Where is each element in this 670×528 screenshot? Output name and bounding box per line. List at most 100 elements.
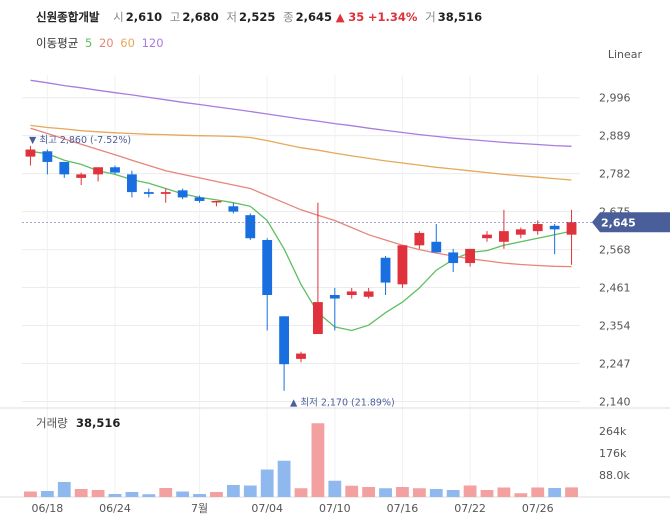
- candle-body: [42, 151, 53, 162]
- candle: [211, 200, 222, 207]
- candle: [228, 202, 239, 214]
- volume-bar: [446, 490, 460, 497]
- ma-60-line: [30, 124, 572, 181]
- x-tick-label: 7월: [191, 502, 208, 515]
- volume-bar: [429, 489, 443, 497]
- candle-body: [397, 245, 408, 285]
- candle: [532, 220, 543, 235]
- candle: [177, 188, 188, 200]
- candle: [127, 170, 137, 198]
- volume-bar: [531, 487, 545, 497]
- candle: [143, 188, 154, 198]
- ma-20[interactable]: 20: [98, 36, 114, 50]
- ma-20-line: [30, 127, 572, 268]
- candle: [363, 287, 374, 299]
- candle: [515, 227, 526, 239]
- candle: [160, 188, 171, 203]
- candle-body: [76, 174, 87, 178]
- volume-bar: [226, 485, 240, 497]
- volume-bar: [294, 488, 308, 497]
- scale-toggle-button[interactable]: Linear: [607, 48, 642, 61]
- ma-60[interactable]: 60: [120, 36, 135, 50]
- price-tick-label: 2,782: [599, 168, 631, 181]
- candle: [76, 172, 87, 185]
- close-value: 2,645: [295, 10, 333, 24]
- low-annotation: ▲ 최저 2,170 (21.89%): [290, 397, 395, 408]
- price-tick-label: 2,568: [599, 244, 631, 257]
- volume-tick-label: 264k: [599, 425, 627, 438]
- candle-body: [329, 295, 340, 299]
- candle-body: [465, 248, 475, 264]
- stock-header: 신원종합개발 시 2,610 고 2,680 저 2,525 종 2,645 ▲ 35 …: [36, 9, 482, 25]
- volume-bar: [243, 485, 257, 497]
- candle: [329, 287, 340, 331]
- volume-bar: [565, 487, 578, 497]
- volume-bar: [74, 489, 88, 497]
- volume-panel-label: 거래량: [36, 416, 68, 430]
- volume-tick-label: 176k: [599, 447, 627, 460]
- candle-body: [380, 257, 391, 283]
- price-tick-label: 2,889: [599, 130, 631, 143]
- stock-name: 신원종합개발: [36, 10, 100, 24]
- high-value: 2,680: [182, 10, 219, 24]
- volume-panel-value: 38,516: [76, 416, 120, 430]
- candle: [465, 248, 475, 267]
- volume-bar: [345, 485, 359, 497]
- candle-body: [296, 353, 306, 359]
- volume-bar: [159, 488, 173, 497]
- candle: [380, 255, 391, 295]
- x-tick-label: 06/18: [32, 502, 64, 515]
- current-price-label: 2,645: [601, 216, 636, 229]
- candle: [262, 238, 273, 331]
- ma-120[interactable]: 120: [141, 36, 164, 50]
- volume-bar: [412, 488, 426, 497]
- price-tick-label: 2,247: [599, 357, 631, 370]
- open-label: 시: [113, 10, 124, 24]
- ma-5-line: [30, 150, 572, 332]
- candle: [431, 224, 442, 253]
- x-tick-label: 07/22: [454, 502, 486, 515]
- volume-bar: [176, 491, 190, 497]
- candle-body: [93, 167, 103, 175]
- candle-body: [566, 222, 577, 235]
- ma-legend: 이동평균 5 20 60 120: [36, 35, 167, 51]
- low-value: 2,525: [239, 10, 276, 24]
- candle: [566, 209, 577, 265]
- candle: [397, 245, 408, 288]
- volume-bar: [277, 460, 291, 497]
- candle: [59, 161, 70, 178]
- candle: [346, 287, 357, 299]
- volume-bar: [328, 480, 342, 497]
- candle: [448, 248, 459, 272]
- candle-body: [25, 149, 36, 157]
- volume-bar: [497, 487, 511, 497]
- volume-bar: [514, 493, 528, 497]
- candle-body: [245, 215, 256, 239]
- candle-body: [228, 206, 239, 212]
- volume-bar: [260, 469, 274, 497]
- x-tick-label: 06/24: [99, 502, 131, 515]
- candle-body: [160, 192, 171, 194]
- candle-body: [431, 241, 442, 253]
- volume-bar: [57, 482, 71, 497]
- x-tick-label: 07/10: [319, 502, 351, 515]
- candle-body: [482, 234, 492, 239]
- candle: [279, 316, 289, 391]
- x-tick-label: 07/16: [387, 502, 419, 515]
- ma-5[interactable]: 5: [84, 36, 93, 50]
- volume-tick-label: 88.0k: [599, 469, 630, 482]
- volume-bar: [125, 492, 139, 497]
- volume-bar: [24, 491, 37, 497]
- low-label: 저: [226, 10, 238, 24]
- high-label: 고: [169, 10, 181, 24]
- x-tick-label: 07/04: [251, 502, 283, 515]
- candle-body: [313, 302, 323, 335]
- candle: [414, 231, 425, 249]
- candle-body: [532, 224, 543, 232]
- candle-body: [346, 291, 357, 295]
- price-tick-label: 2,140: [599, 395, 631, 408]
- candle: [296, 351, 306, 363]
- ma-legend-label: 이동평균: [36, 36, 79, 50]
- x-tick-label: 07/26: [522, 502, 554, 515]
